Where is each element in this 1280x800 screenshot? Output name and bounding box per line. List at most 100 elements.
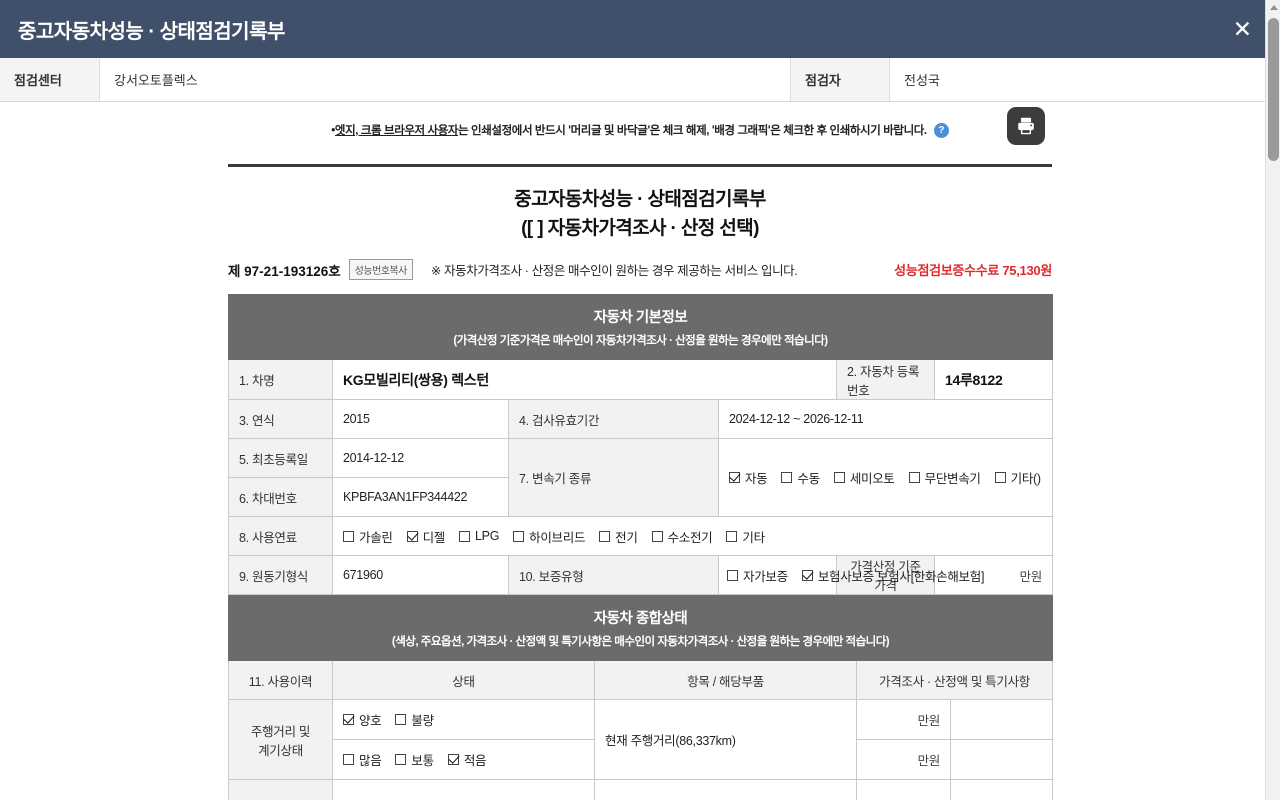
transmission-options: 자동 수동 세미오토 무단변속기 기타() [718,438,1053,517]
document-note: ※ 자동차가격조사 · 산정은 매수인이 원하는 경우 제공하는 서비스 입니다… [430,264,798,278]
checkbox-icon[interactable] [727,569,738,581]
engine-type-value: 671960 [332,555,509,595]
mileage-condition-option-2[interactable]: 불량 [395,710,434,729]
fuel-label: 8. 사용연료 [228,516,333,556]
warranty-options: 자가보증 보험사보증 보험사[한화손해보험] [718,555,984,595]
fuel-option-label: 전기 [615,530,638,545]
checkbox-icon[interactable] [651,530,663,542]
price-base-unit: 만원 [934,555,1053,595]
mileage-amount-option-label: 보통 [411,754,434,768]
mileage-amount-option-label: 많음 [359,754,382,768]
checkbox-icon[interactable] [781,472,793,483]
fuel-option-4[interactable]: 하이브리드 [513,527,585,546]
page-title: 중고자동차성능 · 상태점검기록부 [18,20,285,43]
transmission-option-label: 자동 [745,472,768,486]
transmission-option-3[interactable]: 세미오토 [833,468,895,487]
help-icon[interactable]: ? [933,123,949,139]
column-header-usage-history: 11. 사용이력 [228,660,333,700]
checkbox-icon[interactable] [343,754,354,765]
transmission-option-1[interactable]: 자동 [729,468,768,487]
transmission-option-label: 세미오토 [849,472,895,486]
notice-bullet: • [331,124,335,137]
checkbox-icon[interactable] [406,530,418,542]
transmission-option-2[interactable]: 수동 [781,468,820,487]
checkbox-icon[interactable] [833,472,845,483]
close-icon[interactable]: ✕ [1232,15,1252,42]
fuel-option-6[interactable]: 수소전기 [651,527,713,546]
checkbox-icon[interactable] [343,530,354,542]
row-label-line2: 계기상태 [258,743,303,758]
column-header-price-survey: 가격조사 · 산정액 및 특기사항 [855,660,1054,700]
print-icon[interactable] [1007,107,1045,145]
scroll-thumb[interactable] [1268,18,1279,161]
transmission-option-label: 무단변속기 [924,472,981,486]
scroll-up-arrow-icon[interactable] [1266,0,1280,15]
mileage-price-input-2[interactable] [949,739,1054,780]
car-name-label: 1. 차명 [228,359,333,400]
column-header-state: 상태 [332,660,595,700]
checkbox-icon[interactable] [726,530,738,542]
vertical-scrollbar[interactable] [1265,0,1280,800]
fuel-option-7[interactable]: 기타 [726,527,765,546]
plate-value: 14루8122 [934,359,1053,400]
inspection-info-strip: 점검센터 강서오토플렉스 점검자 전성국 [0,58,1280,102]
checkbox-icon[interactable] [513,530,525,542]
row-label-line1: 주행거리 및 [250,724,311,739]
row-label-mileage: 주행거리 및 계기상태 [228,699,333,780]
inspection-center-label: 점검센터 [0,58,100,101]
overall-state-band-title: 자동차 종합상태 [593,611,688,627]
warranty-option-1[interactable]: 자가보증 [727,566,788,585]
copy-performance-number-button[interactable]: 성능번호복사 [348,259,413,280]
transmission-option-4[interactable]: 무단변속기 [908,468,981,487]
fuel-options: 가솔린 디젤 LPG 하이브리드 전기 수소전기 기타 [332,516,1053,556]
mileage-amount-option-2[interactable]: 보통 [395,750,434,769]
fuel-option-label: 디젤 [422,530,446,545]
vin-label: 6. 차대번호 [228,477,333,517]
document-title: 중고자동차성능 · 상태점검기록부 [514,189,766,210]
checkbox-icon[interactable] [801,569,813,581]
warranty-label: 10. 보증유형 [508,555,719,595]
checkbox-icon[interactable] [395,754,407,765]
plate-label: 2. 자동차 등록번호 [836,359,935,400]
inspection-center-value: 강서오토플렉스 [114,73,198,88]
checkbox-icon[interactable] [459,530,471,542]
checkbox-icon[interactable] [908,472,920,483]
first-registration-value: 2014-12-12 [332,438,509,478]
fuel-option-label: 하이브리드 [529,530,586,545]
checkbox-icon[interactable] [343,714,354,725]
checkbox-icon[interactable] [994,472,1006,483]
checkbox-icon[interactable] [395,714,407,725]
fuel-option-label: LPG [475,529,500,543]
mileage-price-input-1[interactable] [949,699,1054,740]
basic-info-band-subtitle: (가격산정 기준가격은 매수인이 자동차가격조사 · 산정을 원하는 경우에만 … [453,335,828,347]
mileage-item-value: 현재 주행거리(86,337km) [594,699,857,780]
fuel-option-1[interactable]: 가솔린 [343,527,393,546]
overall-state-band: 자동차 종합상태 (색상, 주요옵션, 가격조사 · 산정액 및 특기사항은 매… [227,595,1054,661]
fuel-option-label: 수소전기 [667,530,713,545]
print-notice-text: •엣지, 크롬 브라우저 사용자는 인쇄설정에서 반드시 '머리글 및 바닥글'… [331,122,949,139]
model-year-label: 3. 연식 [228,399,333,439]
transmission-option-label: 수동 [797,472,820,486]
warranty-option-label: 자가보증 [743,569,788,584]
basic-info-band: 자동차 기본정보 (가격산정 기준가격은 매수인이 자동차가격조사 · 산정을 … [228,294,1053,360]
overall-state-band-subtitle: (색상, 주요옵션, 가격조사 · 산정액 및 특기사항은 매수인이 자동차가격… [391,636,890,648]
fuel-option-3[interactable]: LPG [459,529,499,543]
mileage-amount-option-1[interactable]: 많음 [343,750,382,769]
sheet-top-rule [228,164,1052,167]
column-header-item: 항목 / 해당부품 [594,660,857,700]
price-base-label: 가격산정 기준가격 [836,555,935,595]
inspector-value: 전성국 [904,73,940,88]
checkbox-icon[interactable] [729,472,740,483]
mileage-state-group-2: 많음 보통 적음 [332,739,595,780]
mileage-condition-option-label: 양호 [359,714,382,728]
mileage-condition-option-1[interactable]: 양호 [343,710,382,729]
fuel-option-2[interactable]: 디젤 [406,527,446,546]
inspection-validity-value: 2024-12-12 ~ 2026-12-11 [718,399,1053,439]
checkbox-icon[interactable] [599,530,611,542]
checkbox-icon[interactable] [447,754,459,765]
next-price-input[interactable] [949,779,1054,800]
fuel-option-5[interactable]: 전기 [599,527,638,546]
mileage-amount-option-3[interactable]: 적음 [447,750,487,769]
transmission-option-5[interactable]: 기타() [994,468,1041,487]
